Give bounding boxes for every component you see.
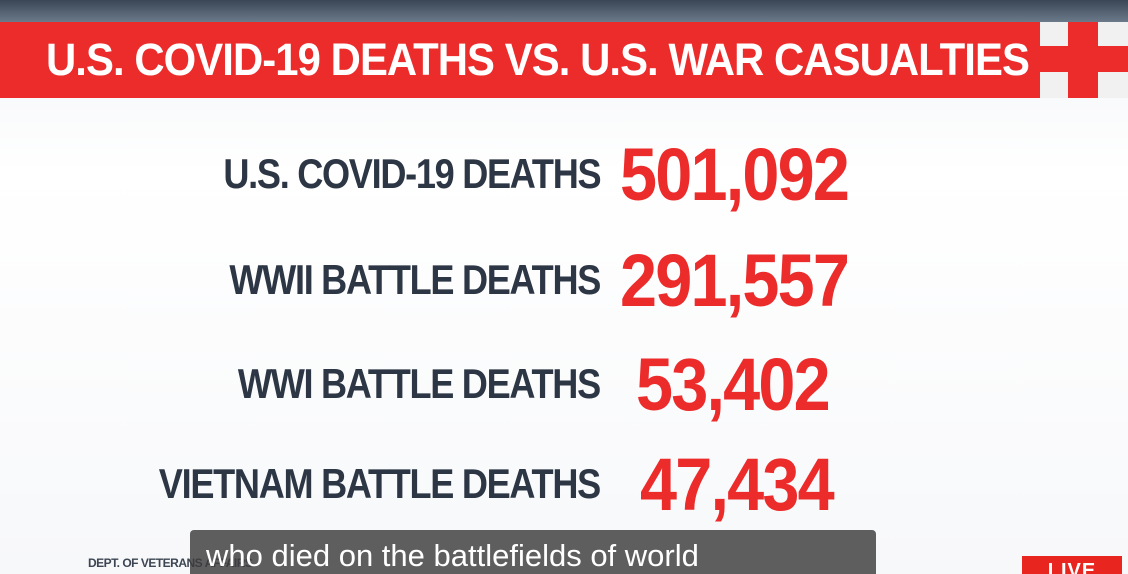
caption-text: who died on the battlefields of world [206, 538, 699, 573]
title-banner: U.S. COVID-19 DEATHS VS. U.S. WAR CASUAL… [0, 22, 1040, 98]
live-badge: LIVE [1022, 556, 1122, 574]
closed-caption: who died on the battlefields of world [190, 530, 876, 574]
stat-value: 501,092 [620, 133, 850, 216]
stat-row-wwi: WWI BATTLE DEATHS 53,402 [0, 340, 1128, 436]
stat-value: 53,402 [636, 343, 831, 426]
stat-row-covid: U.S. COVID-19 DEATHS 501,092 [0, 128, 1128, 224]
stat-label: VIETNAM BATTLE DEATHS [158, 460, 601, 507]
stat-value: 47,434 [640, 443, 835, 526]
stat-row-wwii: WWII BATTLE DEATHS 291,557 [0, 234, 1128, 330]
stat-label: U.S. COVID-19 DEATHS [223, 150, 601, 197]
stat-value: 291,557 [620, 239, 850, 322]
stat-label: WWII BATTLE DEATHS [229, 256, 601, 303]
stat-row-vietnam: VIETNAM BATTLE DEATHS 47,434 [0, 442, 1128, 538]
stat-label: WWI BATTLE DEATHS [238, 360, 601, 407]
top-strip [0, 0, 1128, 22]
banner-title: U.S. COVID-19 DEATHS VS. U.S. WAR CASUAL… [46, 34, 1030, 85]
